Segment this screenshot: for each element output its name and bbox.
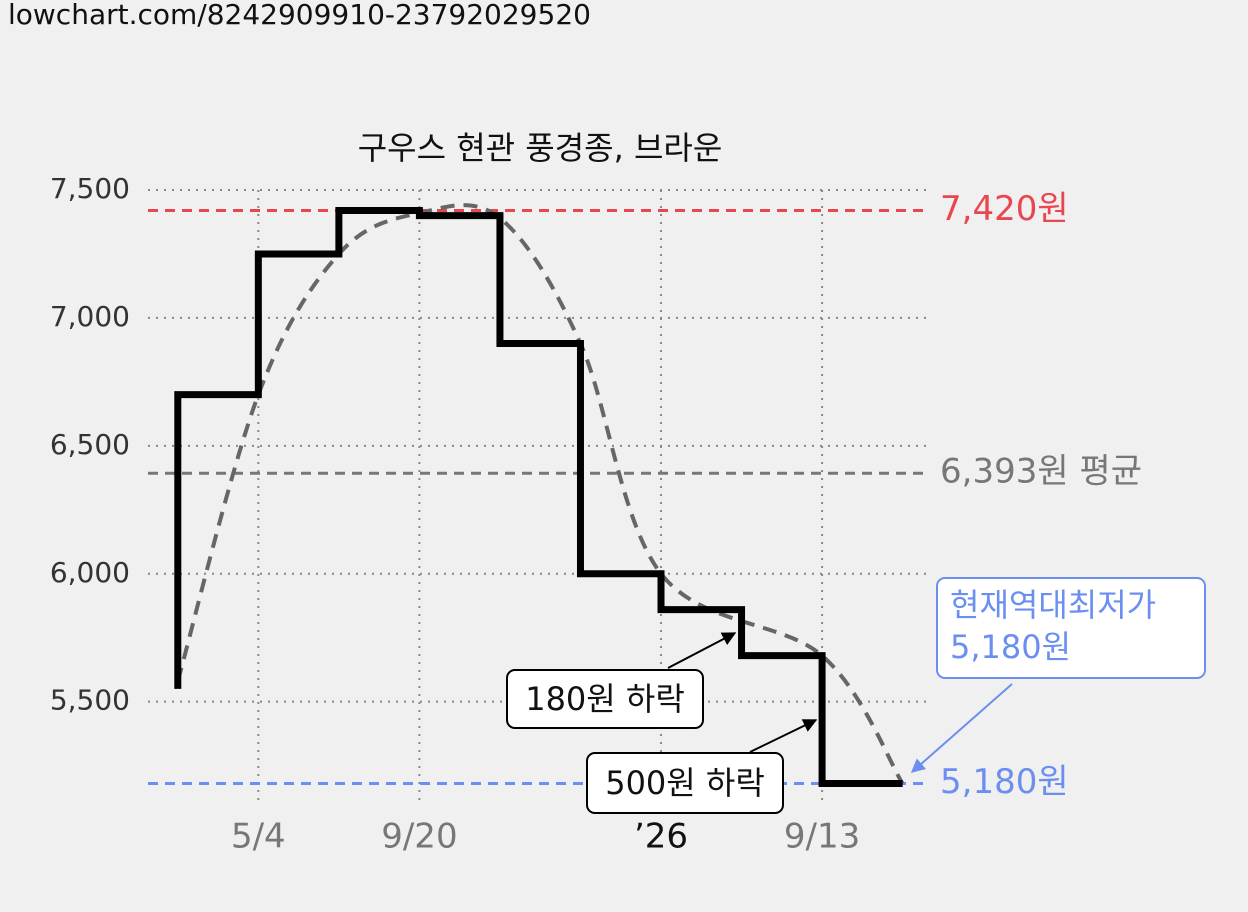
chart-title: 구우스 현관 풍경종, 브라운 <box>358 129 723 167</box>
reference-label: 7,420원 <box>940 189 1069 229</box>
callout-box <box>936 577 1206 679</box>
x-tick-label: 9/13 <box>784 817 860 857</box>
callout-text: 5,180원 <box>950 628 1071 666</box>
annotation-box <box>506 669 704 729</box>
trend-line <box>175 203 905 785</box>
y-tick-label: 5,500 <box>50 684 130 717</box>
reference-label: 6,393원 평균 <box>940 452 1142 492</box>
y-tick-label: 6,500 <box>50 428 130 461</box>
x-tick-label: ’26 <box>634 817 688 857</box>
callout-text: 현재역대최저가 <box>950 586 1156 624</box>
y-tick-label: 6,000 <box>50 556 130 589</box>
annotation-arrow <box>667 632 737 669</box>
x-tick-label: 9/20 <box>381 817 457 857</box>
reference-label: 5,180원 <box>940 762 1069 802</box>
url: lowchart.com/8242909910-23792029520 <box>8 0 591 31</box>
annotation-text: 500원 하락 <box>605 764 765 802</box>
annotation-arrow <box>749 719 818 753</box>
y-tick-label: 7,500 <box>50 172 130 205</box>
price-line <box>174 206 903 788</box>
callout-arrow <box>910 683 1013 773</box>
annotation-box <box>586 752 784 814</box>
annotation-text: 180원 하락 <box>525 680 685 718</box>
x-tick-label: 5/4 <box>231 817 286 857</box>
y-tick-label: 7,000 <box>50 300 130 333</box>
